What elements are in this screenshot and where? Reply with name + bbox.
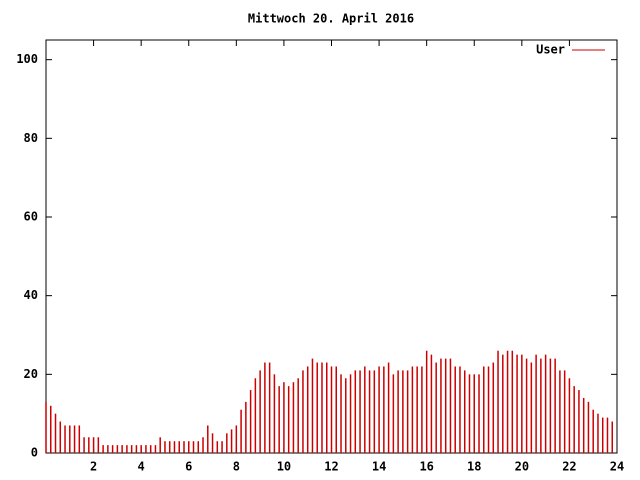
y-tick-label: 40 xyxy=(24,288,38,302)
x-tick-label: 14 xyxy=(372,460,386,474)
x-tick-label: 18 xyxy=(467,460,481,474)
x-tick-label: 20 xyxy=(515,460,529,474)
y-tick-label: 60 xyxy=(24,210,38,224)
y-tick-label: 80 xyxy=(24,131,38,145)
x-tick-label: 8 xyxy=(233,460,240,474)
y-tick-label: 100 xyxy=(16,52,38,66)
x-tick-label: 24 xyxy=(610,460,624,474)
x-tick-label: 2 xyxy=(90,460,97,474)
x-tick-label: 12 xyxy=(324,460,338,474)
x-tick-label: 22 xyxy=(562,460,576,474)
x-tick-label: 6 xyxy=(185,460,192,474)
x-tick-label: 16 xyxy=(419,460,433,474)
y-tick-label: 0 xyxy=(31,446,38,460)
y-tick-label: 20 xyxy=(24,367,38,381)
x-tick-label: 4 xyxy=(138,460,145,474)
legend-label: User xyxy=(536,43,565,57)
chart-title: Mittwoch 20. April 2016 xyxy=(248,12,414,26)
x-tick-label: 10 xyxy=(277,460,291,474)
